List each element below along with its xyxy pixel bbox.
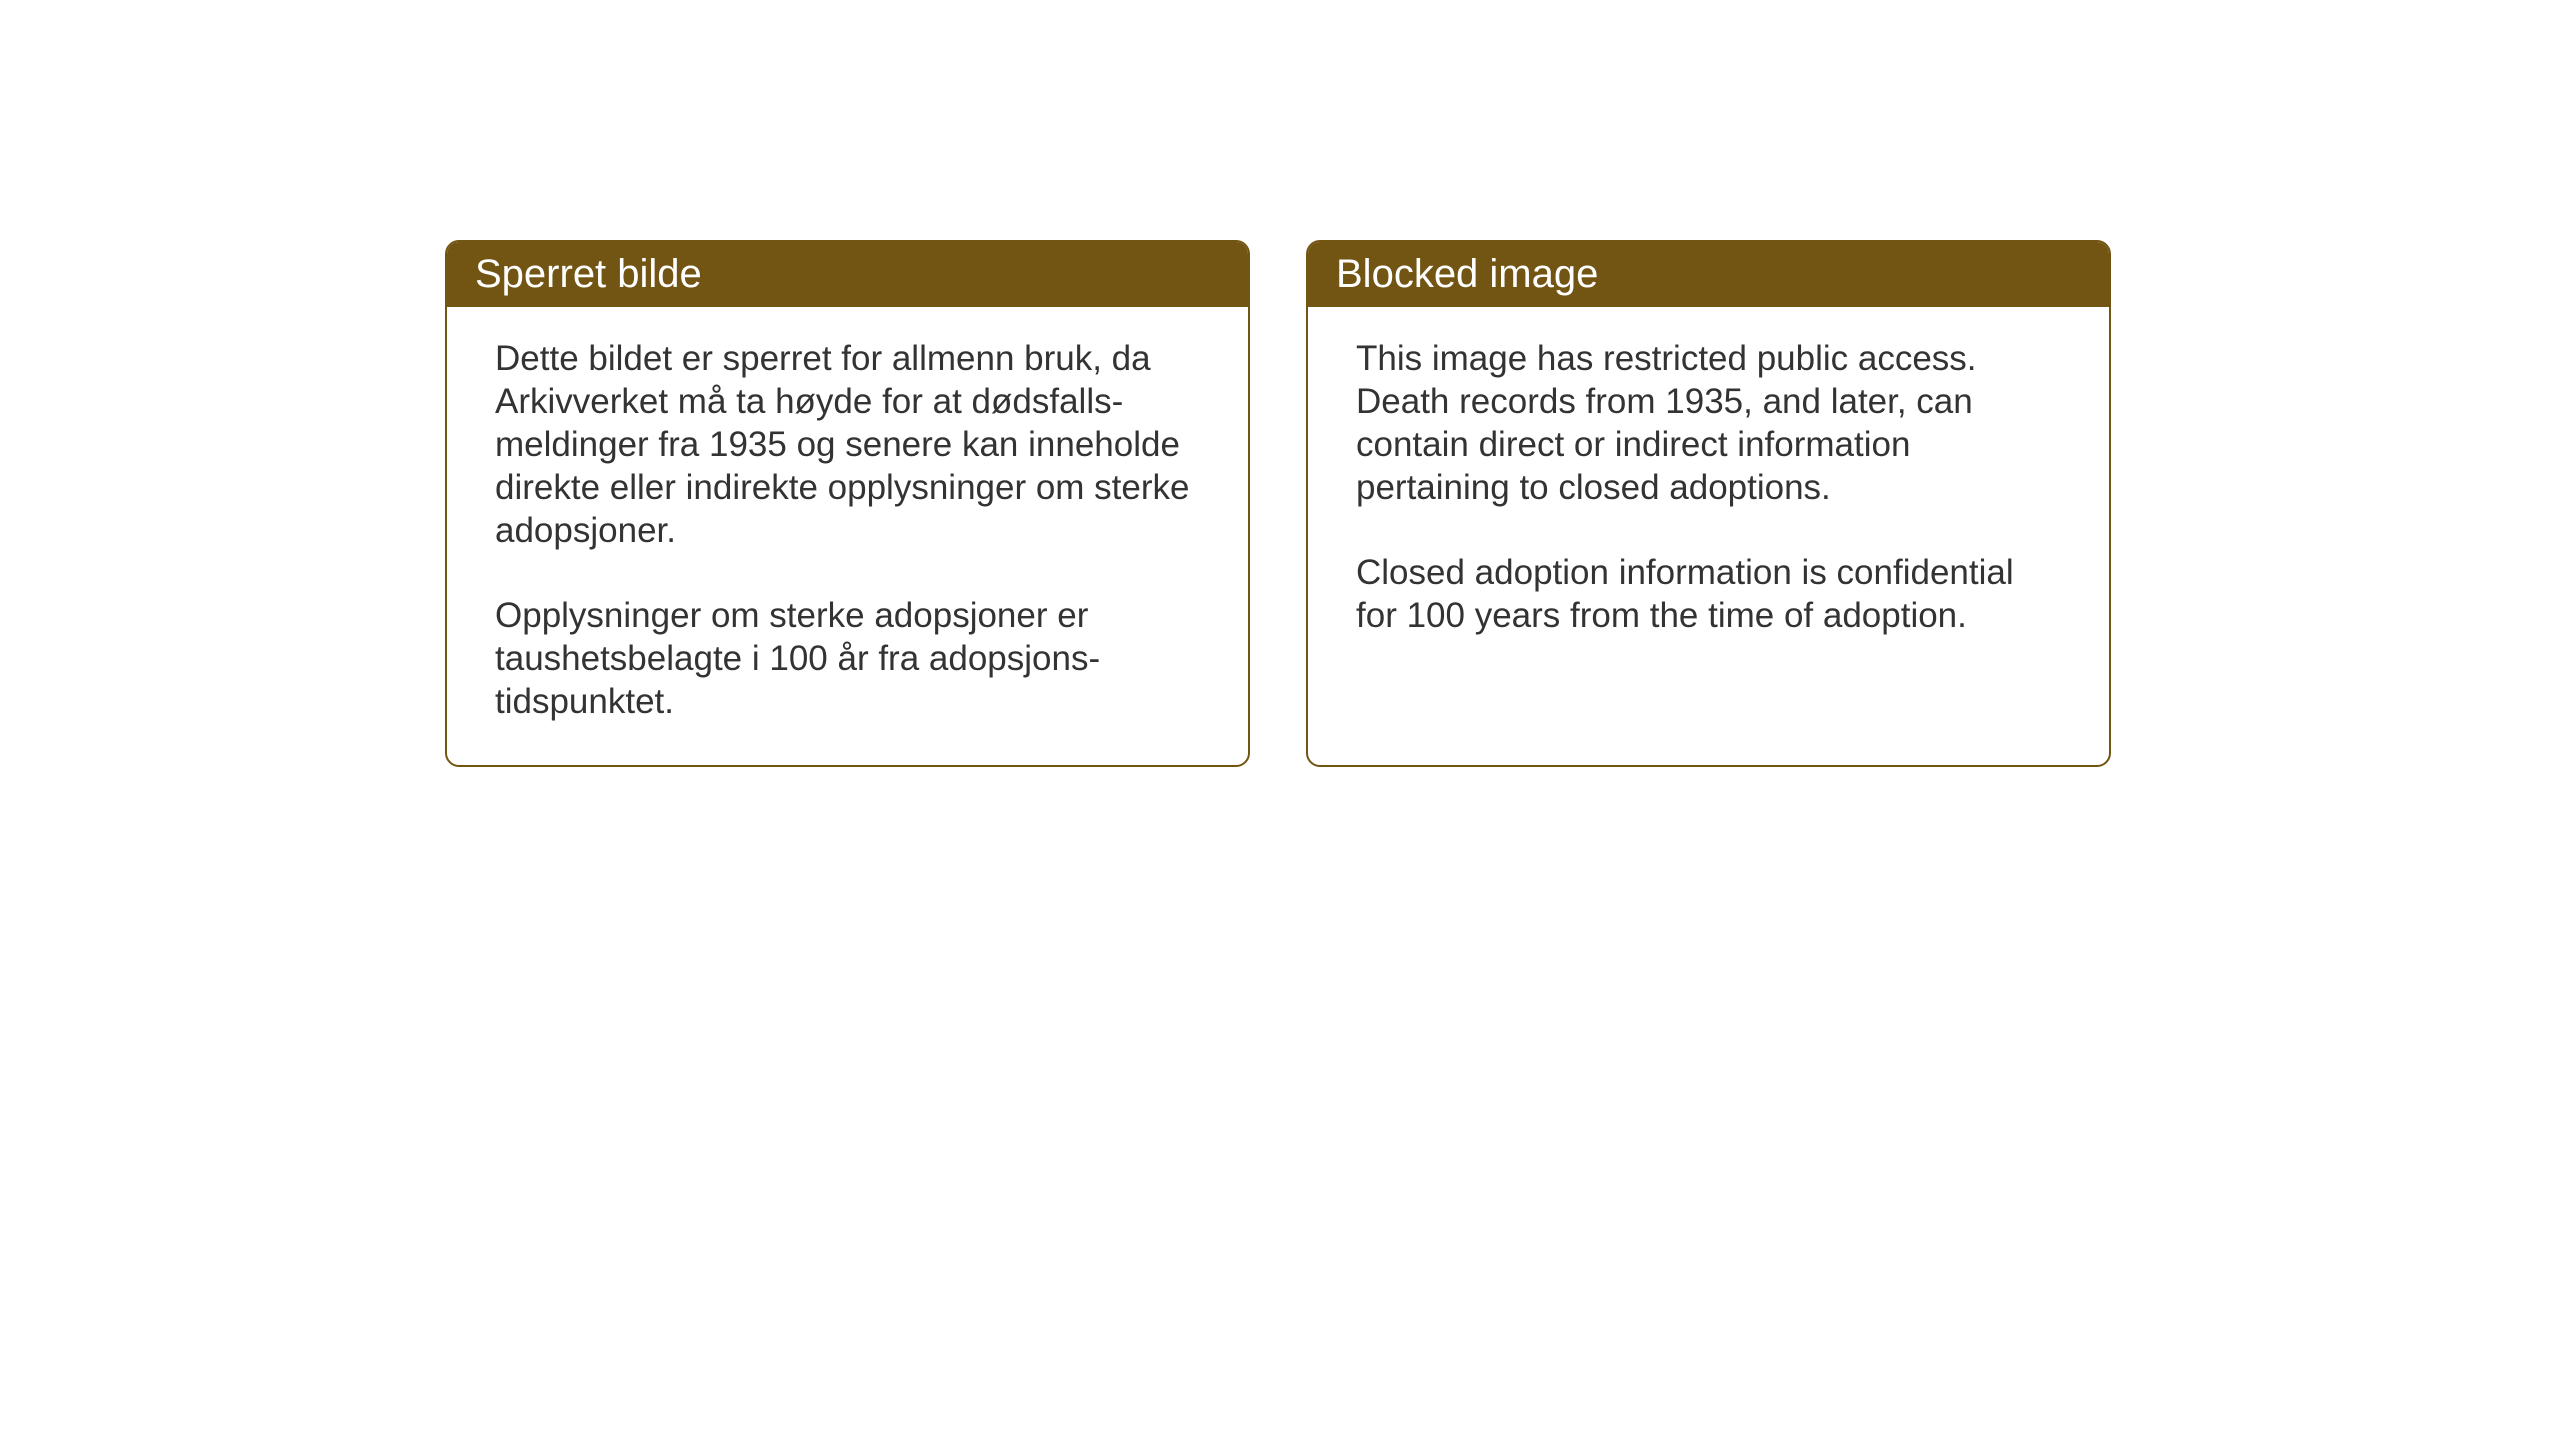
norwegian-card-body: Dette bildet er sperret for allmenn bruk… — [447, 307, 1248, 765]
norwegian-notice-card: Sperret bilde Dette bildet er sperret fo… — [445, 240, 1250, 767]
english-card-body: This image has restricted public access.… — [1308, 307, 2109, 679]
english-card-title: Blocked image — [1308, 242, 2109, 307]
norwegian-paragraph-2: Opplysninger om sterke adopsjoner er tau… — [495, 594, 1200, 723]
english-paragraph-1: This image has restricted public access.… — [1356, 337, 2061, 509]
english-notice-card: Blocked image This image has restricted … — [1306, 240, 2111, 767]
notice-container: Sperret bilde Dette bildet er sperret fo… — [445, 240, 2111, 767]
norwegian-card-title: Sperret bilde — [447, 242, 1248, 307]
norwegian-paragraph-1: Dette bildet er sperret for allmenn bruk… — [495, 337, 1200, 552]
english-paragraph-2: Closed adoption information is confident… — [1356, 551, 2061, 637]
